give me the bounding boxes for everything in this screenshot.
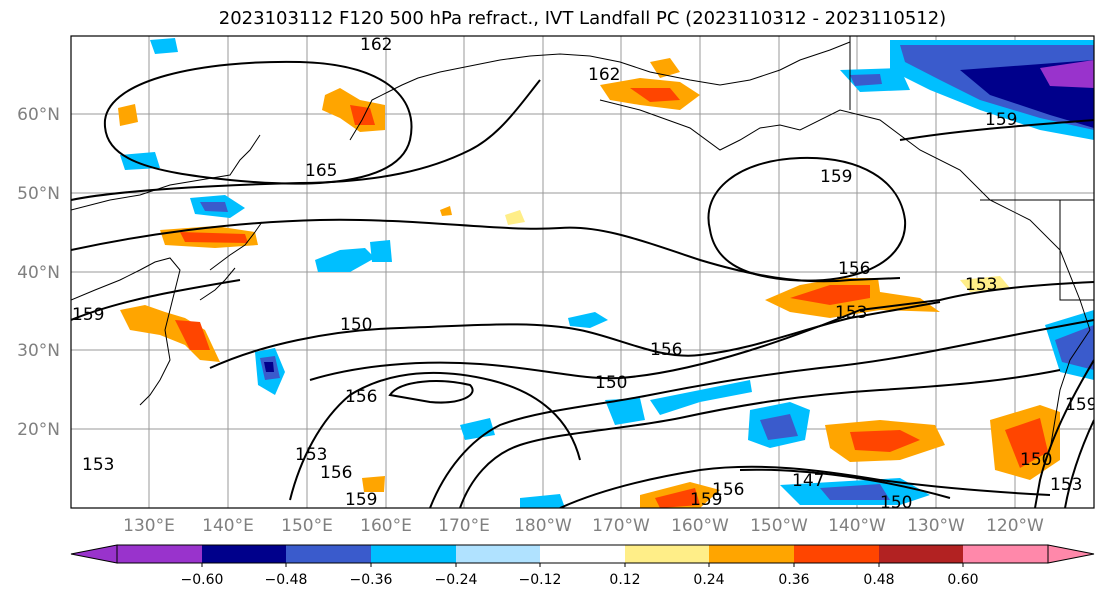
longitude-labels: 130°E 140°E 150°E 160°E 170°E 180°W 170°… — [123, 516, 1044, 536]
colorbar-segment — [879, 545, 963, 563]
lon-label: 160°W — [671, 516, 729, 536]
contour-label: 153 — [82, 455, 114, 475]
contour-label: 159 — [820, 167, 852, 187]
contour-label: 162 — [360, 35, 392, 55]
lat-label: 50°N — [17, 184, 60, 204]
contour-label: 153 — [1050, 475, 1082, 495]
contour-label: 156 — [712, 480, 744, 500]
colorbar-segment — [540, 545, 625, 563]
colorbar-segment — [456, 545, 540, 563]
lon-label: 140°E — [202, 516, 254, 536]
lat-label: 40°N — [17, 263, 60, 283]
colorbar-extend-low — [70, 544, 118, 564]
coastlines — [71, 36, 1094, 451]
colorbar-tick-label: −0.24 — [435, 572, 478, 588]
contour-label: 147 — [792, 471, 824, 491]
colorbar-segment — [709, 545, 794, 563]
lon-label: 140°W — [828, 516, 886, 536]
contour-label: 156 — [320, 463, 352, 483]
colorbar-tick-label: 0.24 — [693, 572, 724, 588]
map-title: 2023103112 F120 500 hPa refract., IVT La… — [218, 8, 947, 29]
colorbar-tick-label: −0.12 — [519, 572, 562, 588]
contour-label: 159 — [72, 305, 104, 325]
lat-label: 20°N — [17, 420, 60, 440]
colorbar-segment — [286, 545, 371, 563]
lon-label: 130°E — [123, 516, 175, 536]
colorbar-outline — [116, 544, 1049, 564]
colorbar-tick-label: 0.48 — [863, 572, 894, 588]
lon-label: 150°E — [281, 516, 333, 536]
contour-label: 159 — [690, 490, 722, 510]
colorbar-ticks — [201, 563, 964, 567]
colorbar-extend-high — [1047, 544, 1095, 564]
lon-label: 170°W — [592, 516, 650, 536]
lon-label: 160°E — [360, 516, 412, 536]
colorbar-tick-label: −0.36 — [350, 572, 393, 588]
colorbar-tick-labels: −0.60 −0.48 −0.36 −0.24 −0.12 0.12 0.24 … — [181, 572, 979, 588]
contour-label: 153 — [835, 303, 867, 323]
colorbar-tick-label: −0.60 — [181, 572, 224, 588]
colorbar-segment — [625, 545, 709, 563]
contour-label: 159 — [345, 490, 377, 510]
contour-label: 156 — [838, 259, 870, 279]
colorbar-tick-label: 0.12 — [609, 572, 640, 588]
lat-label: 30°N — [17, 341, 60, 361]
contour-label: 150 — [340, 315, 372, 335]
contour-lines — [71, 60, 1094, 508]
contour-label: 156 — [650, 340, 682, 360]
contour-label: 159 — [985, 110, 1017, 130]
colorbar-segment — [202, 545, 286, 563]
contour-label: 162 — [588, 65, 620, 85]
contour-label: 150 — [1020, 450, 1052, 470]
colorbar-tick-label: 0.36 — [778, 572, 809, 588]
colorbar-segment — [117, 545, 202, 563]
colorbar: −0.60 −0.48 −0.36 −0.24 −0.12 0.12 0.24 … — [70, 544, 1095, 588]
lon-label: 120°W — [986, 516, 1044, 536]
contour-label: 165 — [305, 161, 337, 181]
contour-label: 150 — [595, 373, 627, 393]
latitude-labels: 60°N 50°N 40°N 30°N 20°N — [17, 105, 60, 440]
lon-label: 170°E — [438, 516, 490, 536]
lon-label: 150°W — [750, 516, 808, 536]
contour-label: 156 — [345, 387, 377, 407]
contour-label: 153 — [295, 445, 327, 465]
contour-label: 153 — [965, 275, 997, 295]
colorbar-tick-label: 0.60 — [947, 572, 978, 588]
lon-label: 180°W — [514, 516, 572, 536]
contour-labels: 162 162 165 159 159 156 153 153 150 156 … — [72, 35, 1097, 513]
map-border — [70, 35, 1095, 509]
colorbar-segment — [794, 545, 879, 563]
contour-label: 150 — [880, 493, 912, 513]
colorbar-segment — [371, 545, 456, 563]
lon-label: 130°W — [907, 516, 965, 536]
gridlines — [71, 36, 1094, 508]
colorbar-tick-label: −0.48 — [265, 572, 308, 588]
contour-label: 159 — [1065, 395, 1097, 415]
lat-label: 60°N — [17, 105, 60, 125]
colorbar-segment — [963, 545, 1048, 563]
